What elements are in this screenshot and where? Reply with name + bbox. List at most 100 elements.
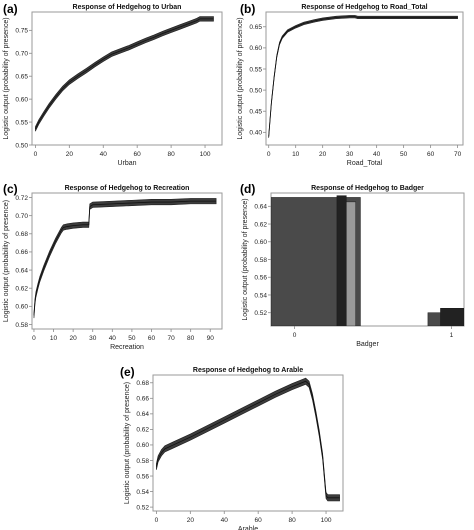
- chart-title: Response of Hedgehog to Arable: [193, 367, 303, 374]
- x-tick-label: 70: [167, 335, 175, 342]
- y-axis-label: Logistic output (probability of presence…: [237, 17, 244, 139]
- panel-b: (b) Response of Hedgehog to Road_Total 0 10…: [237, 2, 464, 167]
- x-tick-label: 40: [221, 517, 229, 524]
- x-tick-label: 30: [346, 151, 354, 158]
- plot-marks: [271, 195, 464, 326]
- x-tick-label: 60: [148, 335, 156, 342]
- response-band: [268, 15, 458, 138]
- y-tick-label: 0.55: [249, 66, 262, 73]
- x-axis-label: Arable: [238, 526, 258, 530]
- y-tick-label: 0.72: [15, 195, 28, 202]
- panel-label: (e): [120, 365, 135, 379]
- y-tick-label: 0.58: [15, 322, 28, 329]
- y-tick-label: 0.60: [15, 304, 28, 311]
- y-tick-label: 0.68: [136, 380, 149, 387]
- x-tick-label: 40: [109, 335, 117, 342]
- plot-area: [265, 11, 464, 146]
- y-tick-label: 0.54: [136, 489, 149, 496]
- chart-title: Response of Hedgehog to Badger: [311, 185, 424, 192]
- x-tick-label: 1: [450, 332, 454, 339]
- x-tick-label: 0: [293, 332, 297, 339]
- x-tick-label: 20: [319, 151, 327, 158]
- response-band: [35, 16, 214, 132]
- x-tick-label: 0: [267, 151, 271, 158]
- y-tick-label: 0.70: [15, 51, 28, 58]
- bar: [346, 201, 356, 326]
- plot-area: [31, 192, 223, 330]
- x-tick-label: 30: [89, 335, 97, 342]
- y-tick-label: 0.70: [15, 213, 28, 220]
- x-tick-label: 0: [32, 335, 36, 342]
- y-tick-label: 0.58: [254, 257, 267, 264]
- y-tick-label: 0.40: [249, 130, 262, 137]
- panel-label: (d): [240, 182, 255, 196]
- y-tick-label: 0.58: [136, 458, 149, 465]
- x-tick-label: 0: [34, 151, 38, 158]
- y-tick-label: 0.64: [15, 267, 28, 274]
- response-curve: [33, 200, 217, 316]
- plot-marks: [156, 377, 340, 502]
- x-tick-label: 100: [200, 151, 211, 158]
- response-curve: [156, 380, 340, 499]
- x-tick-label: 40: [100, 151, 108, 158]
- y-tick-label: 0.75: [15, 28, 28, 35]
- panel-a: (a) Response of Hedgehog to Urban 0 20 40 60 8…: [3, 2, 223, 167]
- x-tick-label: 80: [288, 517, 296, 524]
- y-tick-label: 0.64: [254, 204, 267, 211]
- response-curve: [268, 16, 458, 137]
- bar: [440, 308, 464, 326]
- response-curve: [35, 18, 214, 130]
- y-tick-label: 0.55: [15, 119, 28, 126]
- chart-title: Response of Hedgehog to Recreation: [65, 185, 190, 192]
- plot-area: [31, 11, 223, 146]
- x-axis-label: Badger: [356, 341, 379, 348]
- y-tick-label: 0.54: [254, 292, 267, 299]
- x-tick-label: 40: [373, 151, 381, 158]
- response-band: [33, 198, 217, 319]
- panel-label: (c): [3, 182, 18, 196]
- x-axis-label: Urban: [117, 160, 136, 167]
- response-band: [156, 377, 340, 502]
- y-axis-label: Logistic output (probability of presence…: [242, 198, 249, 320]
- x-tick-label: 100: [321, 517, 332, 524]
- y-axis-label: Logistic output (probability of presence…: [124, 382, 131, 504]
- y-tick-label: 0.52: [254, 310, 267, 317]
- x-tick-label: 60: [134, 151, 142, 158]
- x-axis-label: Road_Total: [347, 160, 383, 167]
- panel-label: (b): [240, 2, 255, 16]
- y-tick-label: 0.52: [136, 504, 149, 511]
- x-tick-label: 80: [167, 151, 175, 158]
- x-tick-label: 10: [50, 335, 58, 342]
- panel-c: (c) Response of Hedgehog to Recreation 0 10…: [3, 182, 223, 351]
- y-tick-label: 0.60: [254, 239, 267, 246]
- chart-title: Response of Hedgehog to Road_Total: [301, 4, 427, 11]
- panel-d: (d) Response of Hedgehog to Badger 0 1 0.52 0…: [240, 182, 465, 348]
- x-tick-label: 80: [187, 335, 195, 342]
- y-tick-label: 0.60: [15, 96, 28, 103]
- plot-marks: [35, 16, 214, 132]
- y-tick-label: 0.45: [249, 109, 262, 116]
- y-tick-label: 0.56: [254, 275, 267, 282]
- x-tick-label: 10: [292, 151, 300, 158]
- panel-e: (e) Response of Hedgehog to Arable 0 20 40 60…: [120, 365, 344, 530]
- x-axis-label: Recreation: [110, 344, 144, 351]
- x-tick-label: 60: [427, 151, 435, 158]
- y-tick-label: 0.68: [15, 231, 28, 238]
- x-tick-label: 70: [454, 151, 462, 158]
- x-tick-label: 20: [70, 335, 78, 342]
- y-tick-label: 0.56: [136, 473, 149, 480]
- panel-label: (a): [3, 2, 18, 16]
- y-axis-label: Logistic output (probability of presence…: [3, 17, 10, 139]
- chart-title: Response of Hedgehog to Urban: [73, 4, 182, 11]
- y-axis-label: Logistic output (probability of presence…: [3, 200, 10, 322]
- x-tick-label: 60: [255, 517, 263, 524]
- y-tick-label: 0.62: [254, 221, 267, 228]
- x-tick-label: 0: [155, 517, 159, 524]
- y-tick-label: 0.64: [136, 411, 149, 418]
- plot-marks: [268, 15, 458, 138]
- y-tick-label: 0.66: [15, 249, 28, 256]
- bar: [336, 195, 347, 326]
- y-tick-label: 0.62: [136, 427, 149, 434]
- y-tick-label: 0.65: [15, 74, 28, 81]
